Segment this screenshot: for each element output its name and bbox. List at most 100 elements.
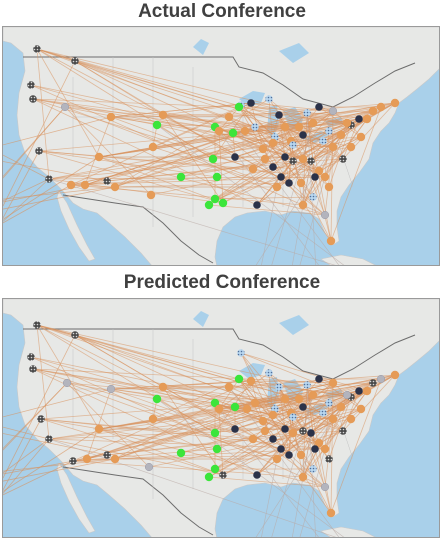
node-green xyxy=(234,374,244,384)
edge xyxy=(218,378,240,410)
edge xyxy=(228,116,340,265)
node-orange xyxy=(250,398,260,408)
edge xyxy=(292,122,348,146)
node-patterned-light xyxy=(251,123,259,131)
node-navy xyxy=(307,429,315,437)
edge xyxy=(48,178,336,265)
node-patterned-light xyxy=(319,137,327,145)
edge xyxy=(299,448,326,537)
edge xyxy=(256,432,312,476)
edge xyxy=(232,132,274,144)
actual-map-svg xyxy=(3,27,439,265)
node-patterned-light xyxy=(325,127,333,135)
edge xyxy=(162,386,224,476)
edge xyxy=(110,388,254,440)
edge xyxy=(3,438,50,494)
edge xyxy=(278,110,374,116)
node-navy xyxy=(311,173,319,181)
node-patterned-dark xyxy=(299,427,307,435)
edge xyxy=(228,374,396,388)
node-gray xyxy=(106,384,116,394)
edge xyxy=(74,60,164,116)
node-orange xyxy=(246,376,256,386)
node-orange xyxy=(272,454,282,464)
edge xyxy=(324,418,334,488)
node-orange xyxy=(260,426,270,436)
node-green xyxy=(212,444,222,454)
node-gray xyxy=(328,106,338,116)
node-orange xyxy=(328,378,338,388)
edge xyxy=(98,428,224,476)
node-orange xyxy=(260,154,270,164)
edge xyxy=(3,186,116,210)
edge xyxy=(214,196,314,200)
node-orange xyxy=(94,424,104,434)
node-navy xyxy=(299,131,307,139)
node-orange xyxy=(224,382,234,392)
edge xyxy=(98,408,248,430)
node-orange xyxy=(320,444,330,454)
node-orange xyxy=(356,132,366,142)
edge xyxy=(30,356,264,422)
edge xyxy=(38,150,224,204)
node-orange xyxy=(298,472,308,482)
edge xyxy=(292,394,348,418)
lake xyxy=(279,43,309,63)
node-orange xyxy=(308,118,318,128)
predicted-conference-map xyxy=(2,298,440,538)
node-orange xyxy=(248,164,258,174)
edge xyxy=(74,334,276,410)
edge xyxy=(330,110,334,242)
node-patterned-dark xyxy=(71,57,79,65)
node-orange xyxy=(110,182,120,192)
edge xyxy=(218,372,270,410)
edge xyxy=(3,388,112,418)
edge xyxy=(3,438,50,474)
node-navy xyxy=(355,387,363,395)
edge xyxy=(48,438,224,476)
node-orange xyxy=(326,236,336,246)
node-green xyxy=(176,172,186,182)
edge xyxy=(84,126,256,186)
edge xyxy=(214,432,294,470)
edge xyxy=(271,394,314,537)
edge xyxy=(306,384,317,537)
node-orange xyxy=(346,142,356,152)
edge xyxy=(162,114,224,204)
node-gray xyxy=(60,102,70,112)
edge xyxy=(291,160,312,265)
node-orange xyxy=(298,200,308,210)
node-orange xyxy=(106,112,116,122)
edge xyxy=(86,402,256,460)
node-navy xyxy=(231,153,239,161)
edge xyxy=(324,146,334,216)
edge xyxy=(240,352,290,456)
edge xyxy=(218,130,224,204)
node-patterned-light xyxy=(309,193,317,201)
node-patterned-dark xyxy=(325,455,333,463)
country-border xyxy=(23,328,416,380)
node-green xyxy=(208,154,218,164)
edge xyxy=(84,116,112,186)
edge xyxy=(240,104,290,184)
edge xyxy=(306,112,317,265)
edge xyxy=(208,204,326,216)
lake xyxy=(193,39,209,55)
node-green xyxy=(176,448,186,458)
node-gray xyxy=(144,462,154,472)
node-orange xyxy=(158,382,168,392)
node-navy xyxy=(285,179,293,187)
node-navy xyxy=(285,451,293,459)
node-orange xyxy=(346,414,356,424)
node-patterned-dark xyxy=(33,45,41,53)
edge xyxy=(208,476,326,488)
edge xyxy=(72,448,218,462)
edge xyxy=(110,386,280,390)
edge xyxy=(152,106,240,148)
node-orange xyxy=(324,182,334,192)
node-orange xyxy=(356,404,366,414)
edge xyxy=(48,178,224,204)
edge xyxy=(234,374,396,408)
predicted-map-svg xyxy=(3,299,439,537)
edge xyxy=(3,116,112,146)
